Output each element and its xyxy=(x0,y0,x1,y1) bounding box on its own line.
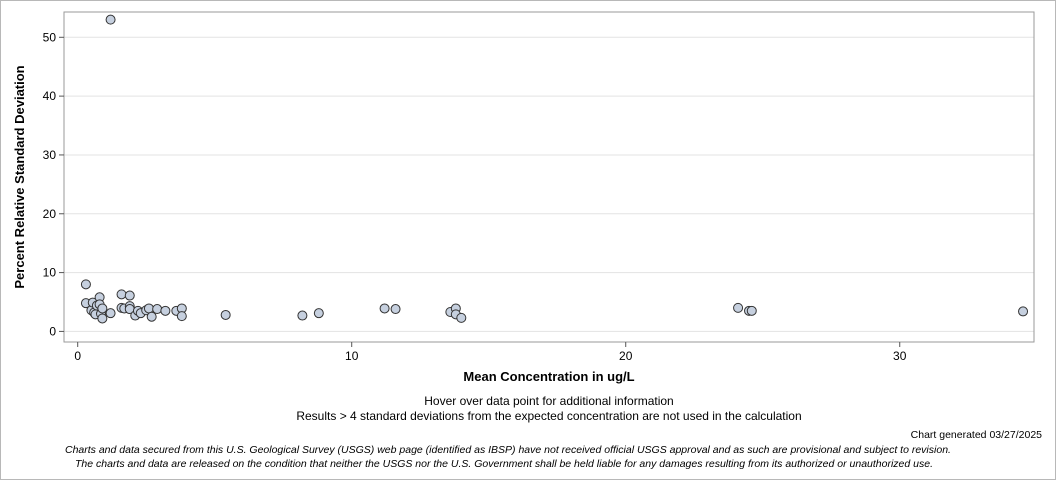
grid-lines xyxy=(64,36,1034,332)
plot-area xyxy=(63,11,1035,343)
y-tick-label: 40 xyxy=(43,89,57,103)
data-point[interactable] xyxy=(116,289,127,300)
data-point[interactable] xyxy=(220,309,231,320)
data-point[interactable] xyxy=(456,312,467,323)
axes: 0 10 20 30 40 50 0 10 20 30 xyxy=(43,30,907,363)
x-tick-label: 10 xyxy=(345,349,359,363)
x-tick-label: 30 xyxy=(893,349,907,363)
data-point[interactable] xyxy=(1018,306,1029,317)
y-tick-label: 30 xyxy=(43,148,57,162)
results-note: Results > 4 standard deviations from the… xyxy=(296,409,802,423)
data-point[interactable] xyxy=(97,303,108,314)
data-point[interactable] xyxy=(124,290,135,301)
y-tick-label: 50 xyxy=(43,30,57,44)
data-point[interactable] xyxy=(176,311,187,322)
x-tick-label: 0 xyxy=(74,349,81,363)
data-point[interactable] xyxy=(160,305,171,316)
disclaimer-line-1: Charts and data secured from this U.S. G… xyxy=(65,444,951,456)
data-point[interactable] xyxy=(146,311,157,322)
data-point[interactable] xyxy=(143,303,154,314)
data-point[interactable] xyxy=(746,305,757,316)
data-point[interactable] xyxy=(97,313,108,324)
disclaimer-line-2: The charts and data are released on the … xyxy=(75,458,933,470)
hover-note: Hover over data point for additional inf… xyxy=(424,394,674,408)
data-point[interactable] xyxy=(297,310,308,321)
chart-generated: Chart generated 03/27/2025 xyxy=(910,429,1042,441)
data-point[interactable] xyxy=(733,302,744,313)
x-tick-label: 20 xyxy=(619,349,633,363)
data-point[interactable] xyxy=(390,304,401,315)
data-point[interactable] xyxy=(105,308,116,319)
data-point[interactable] xyxy=(313,308,324,319)
x-axis-label: Mean Concentration in ug/L xyxy=(463,369,634,384)
data-point[interactable] xyxy=(80,279,91,290)
y-axis-label: Percent Relative Standard Deviation xyxy=(12,65,27,288)
y-tick-label: 0 xyxy=(49,324,56,338)
data-point[interactable] xyxy=(379,303,390,314)
y-tick-label: 20 xyxy=(43,207,57,221)
y-tick-label: 10 xyxy=(43,266,57,280)
data-point[interactable] xyxy=(105,14,116,25)
data-point[interactable] xyxy=(152,304,163,315)
data-points xyxy=(80,14,1029,324)
